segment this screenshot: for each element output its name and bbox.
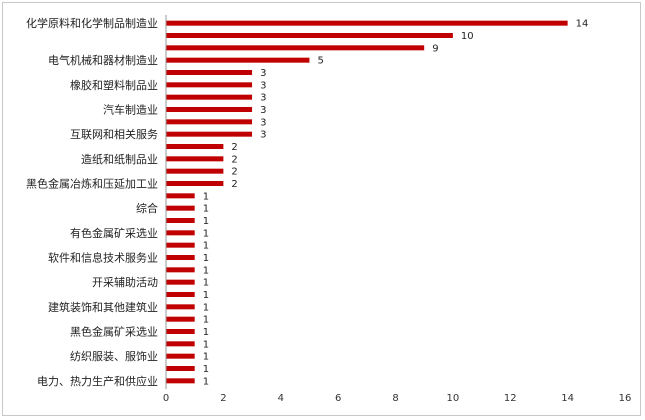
bar-value-label: 3	[260, 130, 266, 141]
bar	[166, 144, 224, 149]
bar-value-label: 3	[260, 93, 266, 104]
bar	[166, 378, 195, 384]
bar	[166, 292, 195, 297]
bar-value-label: 1	[203, 302, 209, 313]
bar-value-label: 10	[461, 31, 474, 42]
category-label: 造纸和纸制品业	[81, 152, 158, 166]
bar	[166, 279, 195, 285]
bar-value-label: 1	[203, 290, 209, 301]
bar-value-label: 5	[317, 56, 323, 67]
bar	[166, 45, 425, 51]
bar-value-label: 1	[203, 327, 209, 338]
bar-value-label: 1	[203, 216, 209, 227]
bar-value-label: 2	[231, 154, 237, 165]
bar	[166, 193, 195, 199]
bar-value-label: 2	[231, 167, 237, 178]
bar-value-label: 1	[203, 364, 209, 375]
bar	[166, 218, 195, 223]
bar-value-label: 1	[203, 191, 209, 202]
category-label: 有色金属矿采选业	[70, 226, 158, 240]
bar	[166, 341, 195, 347]
bar-value-label: 1	[203, 339, 209, 350]
bar-value-label: 3	[260, 117, 266, 128]
category-label: 纺织服装、服饰业	[70, 349, 158, 363]
category-labels-group: 化学原料和化学制品制造业电气机械和器材制造业橡胶和塑料制品业汽车制造业互联网和相…	[26, 16, 158, 388]
category-label: 黑色金属矿采选业	[70, 325, 158, 339]
bar	[166, 82, 253, 88]
x-tick-label: 10	[447, 393, 460, 404]
category-label: 化学原料和化学制品制造业	[26, 16, 158, 30]
bar	[166, 107, 253, 112]
bar	[166, 57, 310, 63]
bar	[166, 70, 253, 75]
bar-value-label: 1	[203, 241, 209, 252]
bar	[166, 304, 195, 310]
bar-value-label: 1	[203, 204, 209, 215]
category-label: 软件和信息技术服务业	[48, 251, 158, 265]
bar-value-label: 1	[203, 265, 209, 276]
bars-group	[166, 20, 568, 384]
category-label: 电力、热力生产和供应业	[37, 374, 158, 388]
x-tick-label: 4	[278, 393, 284, 404]
bar-value-label: 3	[260, 80, 266, 91]
bar-value-label: 1	[203, 376, 209, 387]
bar-value-label: 1	[203, 352, 209, 363]
category-label: 汽车制造业	[103, 103, 158, 117]
bar	[166, 94, 253, 100]
x-tick-label: 8	[392, 393, 398, 404]
bar	[166, 131, 253, 137]
bar-value-label: 3	[260, 105, 266, 116]
bar-value-label: 2	[231, 179, 237, 190]
x-tick-label: 6	[335, 393, 341, 404]
x-tick-label: 14	[561, 393, 574, 404]
bar	[166, 156, 224, 162]
bar	[166, 267, 195, 273]
bar-value-label: 3	[260, 68, 266, 79]
bar	[166, 181, 224, 186]
bar	[166, 230, 195, 236]
category-label: 互联网和相关服务	[70, 127, 158, 141]
bar-value-label: 14	[576, 19, 589, 30]
bar-value-label: 1	[203, 253, 209, 264]
bar-value-label: 2	[231, 142, 237, 153]
x-tick-label: 2	[220, 393, 226, 404]
bar-value-label: 9	[432, 43, 438, 54]
chart-frame: 14 10 9 5 3 3 3 3 3 3 2 2 2 2 1 1 1 1 1 1 1 1 1 1 1 1 1 1 1 1 化学原料和化学…	[2, 2, 641, 416]
category-label: 电气机械和器材制造业	[48, 53, 158, 67]
bar	[166, 20, 568, 26]
bar	[166, 255, 195, 260]
bar	[166, 366, 195, 371]
category-label: 黑色金属冶炼和压延加工业	[26, 177, 158, 191]
x-tick-label: 0	[163, 393, 169, 404]
category-label: 综合	[136, 201, 158, 215]
bar	[166, 329, 195, 334]
bar	[166, 353, 195, 359]
bar-value-label: 1	[203, 315, 209, 326]
bar	[166, 316, 195, 322]
x-tick-label: 16	[619, 393, 632, 404]
axes-group: 0 2 4 6 8 10 12 14 16	[163, 15, 632, 404]
bar	[166, 205, 195, 211]
category-label: 建筑装饰和其他建筑业	[48, 300, 158, 314]
bar-value-label: 1	[203, 278, 209, 289]
bar	[166, 168, 224, 174]
bar-value-label: 1	[203, 228, 209, 239]
x-tick-label: 12	[504, 393, 517, 404]
category-label: 开采辅助活动	[92, 275, 158, 289]
bar	[166, 119, 253, 125]
bar	[166, 242, 195, 248]
category-label: 橡胶和塑料制品业	[70, 78, 158, 92]
bar	[166, 33, 453, 38]
